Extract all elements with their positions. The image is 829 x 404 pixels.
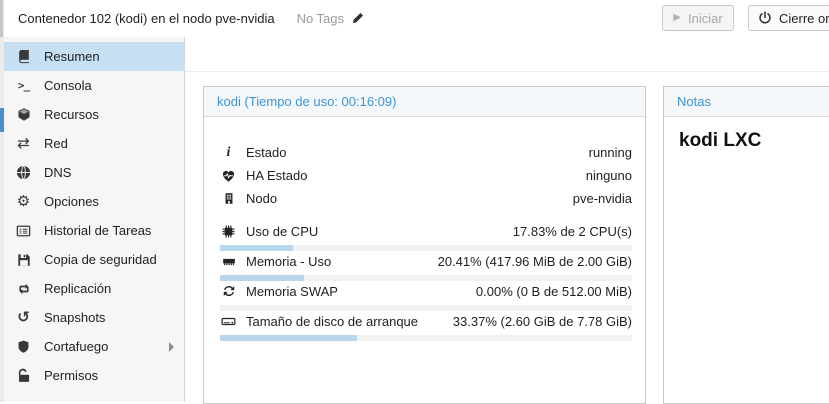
sidebar-item-cortafuego[interactable]: Cortafuego: [4, 332, 184, 361]
tree-panel-edge-top: [0, 0, 3, 37]
sidebar-item-historial[interactable]: Historial de Tareas: [4, 216, 184, 245]
usage-row: Tamaño de disco de arranque 33.37% (2.60…: [220, 312, 632, 341]
status-label: HA Estado: [246, 168, 308, 183]
progress-bar: [220, 335, 632, 341]
notes-content[interactable]: kodi LXC: [664, 117, 829, 166]
memory-icon: [220, 253, 237, 269]
tree-selection-strip: [0, 108, 4, 132]
usage-label: Uso de CPU: [246, 223, 319, 239]
usage-value: 33.37% (2.60 GiB de 7.78 GiB): [452, 313, 632, 329]
sidebar-item-resumen[interactable]: Resumen: [4, 42, 184, 71]
status-label: Estado: [246, 145, 287, 160]
sidebar-item-label: Snapshots: [44, 310, 106, 325]
sidebar-item-label: Copia de seguridad: [44, 252, 157, 267]
shutdown-button[interactable]: Cierre ordenado: [748, 5, 829, 31]
status-label: Nodo: [246, 191, 278, 206]
exchange-arrows-icon: ⇄: [17, 135, 30, 152]
tags-area[interactable]: No Tags: [297, 11, 364, 26]
chevron-right-icon: [167, 341, 176, 353]
task-list-icon: [15, 223, 32, 239]
content-area: kodi (Tiempo de uso: 00:16:09) i Estado …: [185, 37, 829, 404]
cpu-icon: [220, 223, 237, 239]
sidebar-item-label: Red: [44, 136, 68, 151]
page-title: Contenedor 102 (kodi) en el nodo pve-nvi…: [18, 11, 275, 26]
tags-label: No Tags: [296, 11, 345, 26]
start-button-label: Iniciar: [688, 10, 723, 26]
floppy-icon: [15, 252, 32, 268]
start-button[interactable]: ▶ Iniciar: [662, 5, 734, 31]
shutdown-button-label: Cierre ordenado: [779, 10, 829, 26]
usage-value: 17.83% de 2 CPU(s): [512, 223, 632, 239]
status-row: HA Estado ninguno: [220, 164, 632, 187]
sidebar-item-label: Consola: [44, 78, 92, 93]
progress-bar: [220, 245, 632, 251]
usage-row: Uso de CPU 17.83% de 2 CPU(s): [220, 222, 632, 251]
sidebar-item-red[interactable]: ⇄ Red: [4, 129, 184, 158]
pencil-icon[interactable]: [351, 12, 364, 25]
progress-bar: [220, 275, 632, 281]
info-icon: i: [226, 144, 231, 160]
status-panel-title: kodi (Tiempo de uso: 00:16:09): [204, 87, 645, 117]
usage-label: Memoria - Uso: [246, 253, 332, 269]
header-bar: Contenedor 102 (kodi) en el nodo pve-nvi…: [4, 0, 829, 38]
sidebar-item-label: DNS: [44, 165, 72, 180]
retweet-icon: [15, 281, 32, 297]
usage-block: Uso de CPU 17.83% de 2 CPU(s) Memoria - …: [220, 222, 632, 341]
sidebar-item-permisos[interactable]: Permisos: [4, 361, 184, 390]
sidebar-item-label: Resumen: [44, 49, 100, 64]
book-icon: [15, 49, 32, 65]
heartbeat-icon: [220, 168, 237, 184]
notes-heading: kodi LXC: [679, 130, 762, 151]
progress-bar: [220, 305, 632, 311]
sidebar-item-label: Opciones: [44, 194, 99, 209]
status-value: pve-nvidia: [572, 191, 632, 206]
usage-value: 0.00% (0 B de 512.00 MiB): [475, 283, 632, 299]
sidebar-item-label: Historial de Tareas: [44, 223, 152, 238]
gear-icon: ⚙: [16, 193, 31, 210]
status-value: ninguno: [585, 168, 632, 183]
shield-icon: [15, 339, 32, 355]
progress-fill: [220, 275, 305, 281]
terminal-icon: >_: [17, 79, 30, 92]
status-value: running: [588, 145, 632, 160]
building-icon: [220, 191, 237, 207]
usage-value: 20.41% (417.96 MiB de 2.00 GiB): [437, 253, 632, 269]
power-icon: [758, 11, 772, 25]
sidebar-item-label: Recursos: [44, 107, 99, 122]
sidebar-item-dns[interactable]: DNS: [4, 158, 184, 187]
status-panel: kodi (Tiempo de uso: 00:16:09) i Estado …: [203, 86, 646, 404]
usage-row: Memoria SWAP 0.00% (0 B de 512.00 MiB): [220, 282, 632, 311]
globe-icon: [15, 165, 32, 181]
unlock-icon: [15, 368, 32, 384]
status-panel-body: i Estado running HA Estado ninguno Nodo …: [204, 117, 645, 341]
status-row: i Estado running: [220, 141, 632, 164]
usage-label: Memoria SWAP: [246, 283, 338, 299]
sidebar-item-snapshots[interactable]: ↺ Snapshots: [4, 303, 184, 332]
cube-icon: [15, 107, 32, 123]
progress-fill: [220, 335, 358, 341]
play-icon: ▶: [673, 12, 681, 23]
notes-panel-title: Notas: [664, 87, 829, 117]
usage-label: Tamaño de disco de arranque: [246, 313, 419, 329]
sidebar: Resumen >_ Consola Recursos ⇄ Red DNS ⚙ …: [4, 37, 185, 402]
status-row: Nodo pve-nvidia: [220, 187, 632, 210]
sidebar-item-label: Permisos: [44, 368, 99, 383]
usage-row: Memoria - Uso 20.41% (417.96 MiB de 2.00…: [220, 252, 632, 281]
sidebar-item-recursos[interactable]: Recursos: [4, 100, 184, 129]
tree-panel-edge: [0, 0, 4, 402]
sidebar-item-label: Replicación: [44, 281, 112, 296]
history-icon: ↺: [17, 309, 30, 326]
sidebar-item-label: Cortafuego: [44, 339, 109, 354]
sidebar-item-opciones[interactable]: ⚙ Opciones: [4, 187, 184, 216]
notes-panel: Notas kodi LXC: [663, 86, 829, 404]
sidebar-item-consola[interactable]: >_ Consola: [4, 71, 184, 100]
sidebar-item-replicacion[interactable]: Replicación: [4, 274, 184, 303]
swap-refresh-icon: [220, 283, 237, 299]
progress-fill: [220, 245, 294, 251]
disk-icon: [220, 313, 237, 329]
sidebar-item-copia-seguridad[interactable]: Copia de seguridad: [4, 245, 184, 274]
